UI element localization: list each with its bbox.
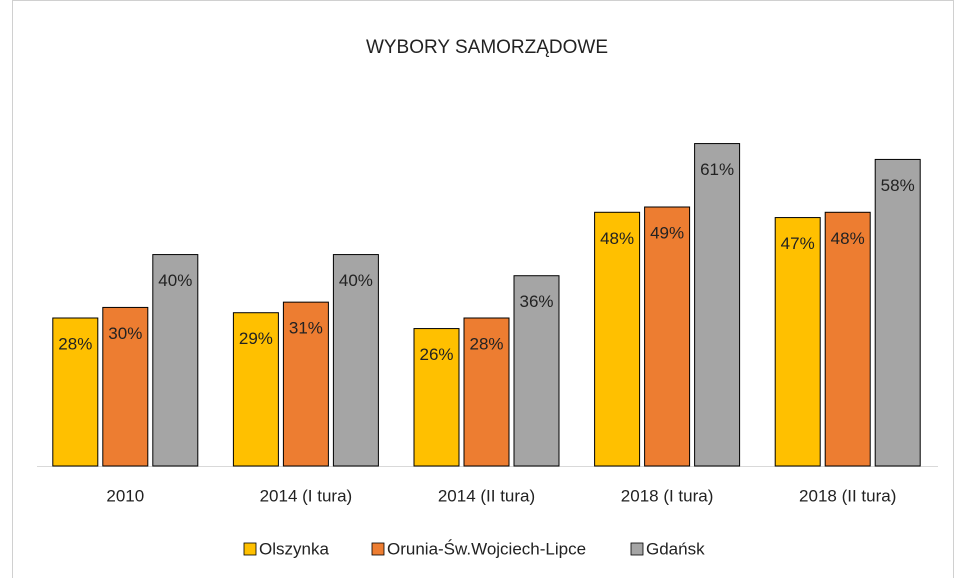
x-tick-label: 2018 (I tura)	[621, 486, 714, 505]
bar	[774, 217, 821, 467]
data-label: 40%	[339, 271, 373, 290]
bar	[594, 211, 641, 467]
data-label: 36%	[519, 292, 553, 311]
data-label: 40%	[158, 271, 192, 290]
data-label: 61%	[700, 160, 734, 179]
data-label: 28%	[469, 334, 503, 353]
data-label: 26%	[419, 345, 453, 364]
bar	[152, 254, 199, 467]
bar	[413, 328, 460, 467]
bar	[232, 312, 279, 467]
legend-swatch	[630, 542, 644, 556]
legend-label: Gdańsk	[646, 539, 705, 558]
data-label: 31%	[289, 319, 323, 338]
x-tick-label: 2014 (I tura)	[260, 486, 353, 505]
bar	[874, 158, 921, 467]
bar	[644, 206, 691, 467]
data-label: 48%	[600, 229, 634, 248]
x-tick-label: 2014 (II tura)	[438, 486, 535, 505]
bar	[282, 301, 329, 467]
data-label: 49%	[650, 223, 684, 242]
legend-swatch	[371, 542, 385, 556]
data-label: 28%	[58, 334, 92, 353]
legend-swatch	[243, 542, 257, 556]
chart-title: WYBORY SAMORZĄDOWE	[366, 37, 608, 58]
data-label: 47%	[781, 234, 815, 253]
bar	[102, 306, 149, 467]
bar	[694, 143, 741, 467]
data-label: 30%	[108, 324, 142, 343]
legend-label: Olszynka	[259, 539, 329, 558]
x-tick-label: 2010	[106, 486, 144, 505]
data-label: 29%	[239, 329, 273, 348]
data-label: 58%	[881, 176, 915, 195]
data-label: 48%	[831, 229, 865, 248]
legend-label: Orunia-Św.Wojciech-Lipce	[387, 539, 586, 558]
bar	[52, 317, 99, 467]
bar	[332, 254, 379, 467]
bar	[824, 211, 871, 467]
bar	[463, 317, 510, 467]
bar	[513, 275, 560, 467]
x-tick-label: 2018 (II tura)	[799, 486, 896, 505]
